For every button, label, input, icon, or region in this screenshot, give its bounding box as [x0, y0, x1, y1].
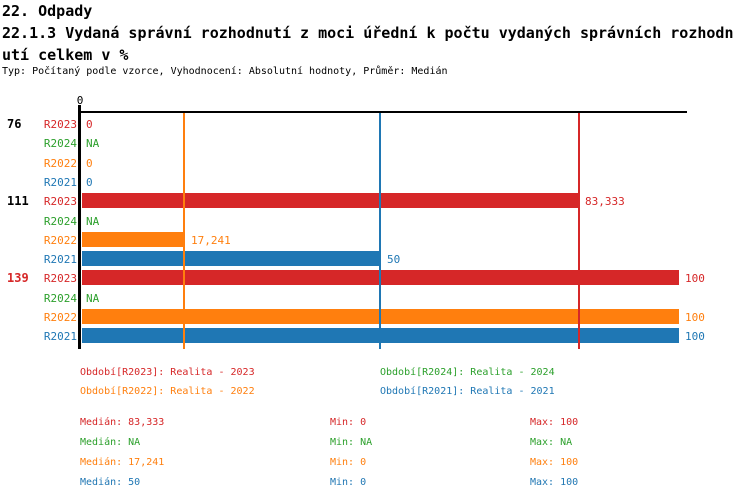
value-label-R2024-group-139: NA [86, 292, 100, 305]
value-label-R2022-group-139: 100 [685, 311, 705, 324]
stat-max-R2022: Max: 100 [530, 457, 579, 468]
stat-median-R2022: Medián: 17,241 [80, 457, 165, 468]
value-label-R2021-group-139: 100 [685, 330, 705, 343]
group-label-139: 139 [7, 271, 29, 285]
bar-R2022-group-111 [82, 232, 185, 247]
value-label-R2024-group-111: NA [86, 215, 100, 228]
stat-min-R2023: Min: 0 [330, 417, 367, 428]
chart-meta: Typ: Počítaný podle vzorce, Vyhodnocení:… [2, 66, 448, 77]
series-label-R2022: R2022 [43, 157, 77, 170]
x-axis-line [78, 111, 687, 113]
series-label-R2021: R2021 [43, 253, 77, 266]
value-label-R2023-group-76: 0 [86, 118, 93, 131]
legend-item-R2022: Období[R2022]: Realita - 2022 [80, 386, 255, 397]
legend-item-R2024: Období[R2024]: Realita - 2024 [380, 367, 555, 378]
median-line-R2023 [578, 113, 580, 349]
stat-median-R2023: Medián: 83,333 [80, 417, 165, 428]
group-label-76: 76 [7, 117, 22, 131]
y-axis-line [78, 105, 81, 349]
series-label-R2024: R2024 [43, 292, 77, 305]
value-label-R2021-group-76: 0 [86, 176, 93, 189]
bar-R2023-group-111 [82, 193, 579, 208]
chart-subtitle-line2: utí celkem v % [2, 46, 129, 64]
series-label-R2024: R2024 [43, 215, 77, 228]
stat-median-R2021: Medián: 50 [80, 477, 141, 488]
chart-subtitle-line1: 22.1.3 Vydaná správní rozhodnutí z moci … [2, 24, 734, 42]
legend-item-R2023: Období[R2023]: Realita - 2023 [80, 367, 255, 378]
stat-min-R2024: Min: NA [330, 437, 373, 448]
value-label-R2022-group-76: 0 [86, 157, 93, 170]
series-label-R2021: R2021 [43, 330, 77, 343]
value-label-R2023-group-111: 83,333 [585, 195, 625, 208]
legend-item-R2021: Období[R2021]: Realita - 2021 [380, 386, 555, 397]
median-line-R2022 [183, 113, 185, 349]
stat-max-R2024: Max: NA [530, 437, 573, 448]
series-label-R2023: R2023 [43, 195, 77, 208]
stat-min-R2021: Min: 0 [330, 477, 367, 488]
value-label-R2023-group-139: 100 [685, 272, 705, 285]
bar-R2021-group-111 [82, 251, 381, 266]
group-label-111: 111 [7, 194, 29, 208]
series-label-R2023: R2023 [43, 118, 77, 131]
stat-max-R2021: Max: 100 [530, 477, 579, 488]
value-label-R2022-group-111: 17,241 [191, 234, 231, 247]
page-title: 22. Odpady [2, 2, 93, 20]
series-label-R2024: R2024 [43, 137, 77, 150]
stat-min-R2022: Min: 0 [330, 457, 367, 468]
value-label-R2021-group-111: 50 [387, 253, 401, 266]
series-label-R2023: R2023 [43, 272, 77, 285]
value-label-R2024-group-76: NA [86, 137, 100, 150]
median-line-R2021 [379, 113, 381, 349]
stat-median-R2024: Medián: NA [80, 437, 141, 448]
series-label-R2022: R2022 [43, 234, 77, 247]
stat-max-R2023: Max: 100 [530, 417, 579, 428]
x-axis-tick-label-0: 0 [76, 94, 84, 107]
series-label-R2022: R2022 [43, 311, 77, 324]
series-label-R2021: R2021 [43, 176, 77, 189]
